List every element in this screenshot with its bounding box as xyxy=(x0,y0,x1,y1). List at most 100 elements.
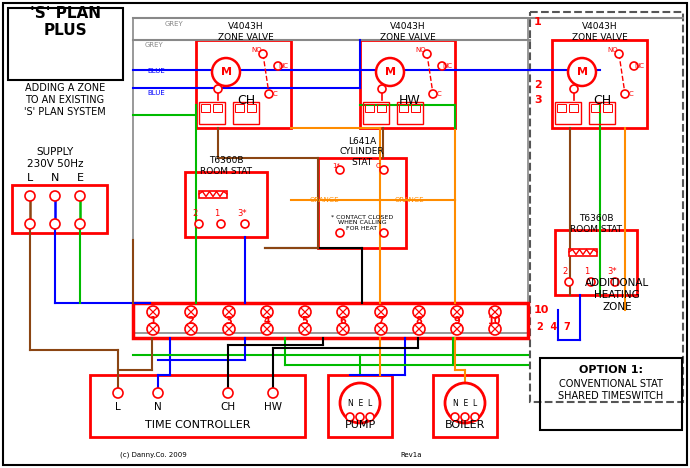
Circle shape xyxy=(223,323,235,335)
Text: NO: NO xyxy=(608,47,618,53)
Bar xyxy=(377,104,386,112)
Text: ORANGE: ORANGE xyxy=(395,197,424,203)
Circle shape xyxy=(185,306,197,318)
Bar xyxy=(591,104,600,112)
Circle shape xyxy=(611,278,619,286)
Circle shape xyxy=(346,413,354,421)
Circle shape xyxy=(375,323,387,335)
Bar xyxy=(589,102,615,124)
Circle shape xyxy=(489,323,501,335)
Text: C: C xyxy=(629,91,633,97)
Circle shape xyxy=(366,413,374,421)
Bar xyxy=(603,104,612,112)
Text: TIME CONTROLLER: TIME CONTROLLER xyxy=(145,420,250,430)
Text: 8: 8 xyxy=(415,315,422,326)
Circle shape xyxy=(378,85,386,93)
Circle shape xyxy=(337,323,349,335)
Text: M: M xyxy=(221,67,232,77)
Bar xyxy=(199,190,227,197)
Text: N  E  L: N E L xyxy=(453,398,477,408)
Text: 6: 6 xyxy=(339,315,346,326)
Bar xyxy=(12,185,107,233)
Circle shape xyxy=(461,413,469,421)
Circle shape xyxy=(274,62,282,70)
Text: V4043H
ZONE VALVE: V4043H ZONE VALVE xyxy=(380,22,436,42)
Circle shape xyxy=(376,58,404,86)
Text: C: C xyxy=(375,163,380,169)
Circle shape xyxy=(445,383,485,423)
Circle shape xyxy=(50,191,60,201)
Circle shape xyxy=(185,323,197,335)
Circle shape xyxy=(451,323,463,335)
Text: 1: 1 xyxy=(534,17,542,27)
Text: L: L xyxy=(27,173,33,183)
Circle shape xyxy=(336,229,344,237)
Text: ADDING A ZONE
TO AN EXISTING
'S' PLAN SYSTEM: ADDING A ZONE TO AN EXISTING 'S' PLAN SY… xyxy=(24,83,106,117)
Circle shape xyxy=(268,388,278,398)
Text: M: M xyxy=(384,67,395,77)
Bar xyxy=(133,303,528,338)
Bar xyxy=(540,358,682,430)
Bar xyxy=(569,104,578,112)
Circle shape xyxy=(212,58,240,86)
Bar xyxy=(411,104,420,112)
Circle shape xyxy=(615,50,623,58)
Circle shape xyxy=(413,306,425,318)
Circle shape xyxy=(337,306,349,318)
Text: ORANGE: ORANGE xyxy=(310,197,339,203)
Bar xyxy=(433,375,497,437)
Circle shape xyxy=(630,62,638,70)
Bar xyxy=(247,104,256,112)
Circle shape xyxy=(195,220,203,228)
Circle shape xyxy=(565,278,573,286)
Circle shape xyxy=(265,90,273,98)
Text: N: N xyxy=(154,402,162,412)
Text: 10: 10 xyxy=(534,305,549,315)
Circle shape xyxy=(214,85,222,93)
Circle shape xyxy=(113,388,123,398)
Circle shape xyxy=(261,323,273,335)
Text: N  E  L: N E L xyxy=(348,398,372,408)
Bar xyxy=(530,12,683,402)
Bar xyxy=(552,40,647,128)
Bar xyxy=(360,40,455,128)
Text: 3*: 3* xyxy=(607,268,617,277)
Text: 4: 4 xyxy=(264,315,270,326)
Circle shape xyxy=(380,166,388,174)
Circle shape xyxy=(241,220,249,228)
Circle shape xyxy=(75,219,85,229)
Circle shape xyxy=(25,191,35,201)
Text: T6360B
ROOM STAT: T6360B ROOM STAT xyxy=(570,214,622,234)
Text: L641A
CYLINDER
STAT: L641A CYLINDER STAT xyxy=(339,137,384,167)
Text: 9: 9 xyxy=(453,315,460,326)
Circle shape xyxy=(423,50,431,58)
Text: NC: NC xyxy=(278,63,288,69)
Circle shape xyxy=(75,191,85,201)
Bar xyxy=(8,8,123,80)
Bar xyxy=(213,104,222,112)
Circle shape xyxy=(259,50,267,58)
Text: 10: 10 xyxy=(489,315,502,326)
Text: V4043H
ZONE VALVE: V4043H ZONE VALVE xyxy=(572,22,628,42)
Text: NC: NC xyxy=(634,63,644,69)
Bar xyxy=(201,104,210,112)
Circle shape xyxy=(568,58,596,86)
Text: 3*: 3* xyxy=(237,210,247,219)
Circle shape xyxy=(223,306,235,318)
Text: CH: CH xyxy=(237,94,255,107)
Circle shape xyxy=(356,413,364,421)
Text: C: C xyxy=(273,91,277,97)
Bar xyxy=(555,230,637,295)
Circle shape xyxy=(153,388,163,398)
Circle shape xyxy=(147,323,159,335)
Circle shape xyxy=(299,323,311,335)
Text: L: L xyxy=(115,402,121,412)
Text: GREY: GREY xyxy=(145,42,164,48)
Text: CONVENTIONAL STAT
SHARED TIMESWITCH: CONVENTIONAL STAT SHARED TIMESWITCH xyxy=(558,379,664,401)
Text: V4043H
ZONE VALVE: V4043H ZONE VALVE xyxy=(218,22,274,42)
Text: ADDITIONAL
HEATING
ZONE: ADDITIONAL HEATING ZONE xyxy=(585,278,649,312)
Bar xyxy=(196,40,291,128)
Text: 3: 3 xyxy=(226,315,233,326)
Text: SUPPLY
230V 50Hz: SUPPLY 230V 50Hz xyxy=(27,147,83,169)
Bar xyxy=(557,104,566,112)
